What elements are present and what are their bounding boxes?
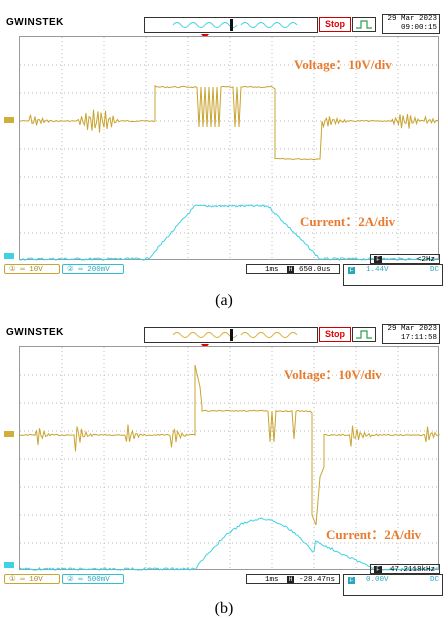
timebase-box[interactable]: 1ms H -28.47ns — [246, 574, 340, 584]
brand-logo: GWINSTEK — [6, 327, 64, 338]
scope-bottom-bar: ① ═ 10V ② ═ 500mV 1ms H -28.47ns F 47.21… — [0, 564, 448, 596]
scope-screen-b: GWINSTEK Stop 29 Mar 2023 17:11:58 Volta… — [0, 322, 448, 596]
trigger-level-value: 0.00V — [366, 576, 389, 584]
waveform-plot — [20, 37, 440, 261]
frequency-icon: F — [374, 566, 382, 573]
frequency-box: F 47.2118kHz — [370, 564, 440, 574]
time-text: 17:11:58 — [400, 334, 437, 342]
stop-button[interactable]: Stop — [319, 327, 351, 342]
ch1-scale-value: 10V — [29, 576, 43, 584]
datetime-display: 29 Mar 2023 09:00:15 — [382, 14, 440, 34]
ch1-scale-box[interactable]: ① ═ 10V — [4, 574, 60, 584]
ch2-scale-value: 500mV — [87, 576, 110, 584]
time-offset-value: 650.0us — [299, 266, 331, 274]
brand-logo: GWINSTEK — [6, 17, 64, 28]
memory-timeline[interactable] — [144, 327, 318, 343]
ch1-scale-box[interactable]: ① ═ 10V — [4, 264, 60, 274]
time-div-value: 1ms — [265, 576, 279, 584]
ch2-ground-marker — [4, 562, 14, 568]
pulse-icon — [356, 20, 372, 29]
voltage-label: Voltage：10V/div — [294, 57, 392, 72]
trigger-mode-button[interactable] — [352, 327, 376, 342]
waveform-grid[interactable] — [19, 36, 440, 261]
trigger-box[interactable]: F 0.00V DC — [343, 574, 443, 596]
stop-button[interactable]: Stop — [319, 17, 351, 32]
ch2-ground-marker — [4, 253, 14, 259]
ch2-scale-value: 200mV — [87, 266, 110, 274]
ch2-scale-box[interactable]: ② ═ 200mV — [62, 264, 124, 274]
caption-b: (b) — [214, 600, 234, 617]
current-label: Current：2A/div — [300, 214, 396, 229]
ch1-ground-marker — [4, 431, 14, 437]
pulse-icon — [356, 330, 372, 339]
scope-screen-a: GWINSTEK Stop 29 Mar 2023 09:00:15 Volta… — [0, 12, 448, 286]
scope-top-bar: GWINSTEK Stop 29 Mar 2023 17:11:58 — [0, 322, 448, 349]
date-text: 29 Mar 2023 — [387, 15, 437, 23]
coupling-value: DC — [429, 266, 439, 274]
trigger-box[interactable]: F 1.44V DC — [343, 264, 443, 286]
caption-a: (a) — [215, 292, 233, 309]
scope-bottom-bar: ① ═ 10V ② ═ 200mV 1ms H 650.0us F <2Hz F… — [0, 254, 448, 286]
timeline-wave-icon — [172, 329, 298, 341]
memory-timeline[interactable] — [144, 17, 318, 33]
ch1-scale-value: 10V — [29, 266, 43, 274]
horizontal-icon: H — [287, 266, 294, 273]
trigger-icon: F — [348, 577, 355, 584]
time-div-value: 1ms — [265, 266, 279, 274]
time-text: 09:00:15 — [400, 24, 437, 32]
frequency-value: <2Hz — [416, 256, 435, 264]
trigger-level-value: 1.44V — [366, 266, 389, 274]
datetime-display: 29 Mar 2023 17:11:58 — [382, 324, 440, 344]
current-label: Current：2A/div — [326, 527, 422, 542]
trigger-icon: F — [348, 267, 355, 274]
waveform-grid[interactable] — [19, 346, 440, 571]
ch1-ground-marker — [4, 117, 14, 123]
date-text: 29 Mar 2023 — [387, 325, 437, 333]
frequency-icon: F — [374, 256, 382, 263]
timeline-wave-icon — [172, 19, 298, 31]
trigger-mode-button[interactable] — [352, 17, 376, 32]
ch2-scale-box[interactable]: ② ═ 500mV — [62, 574, 124, 584]
timebase-box[interactable]: 1ms H 650.0us — [246, 264, 340, 274]
scope-top-bar: GWINSTEK Stop 29 Mar 2023 09:00:15 — [0, 12, 448, 39]
waveform-plot — [20, 347, 440, 571]
horizontal-icon: H — [287, 576, 294, 583]
frequency-box: F <2Hz — [370, 254, 440, 264]
frequency-value: 47.2118kHz — [389, 566, 435, 574]
coupling-value: DC — [429, 576, 439, 584]
voltage-label: Voltage：10V/div — [284, 367, 382, 382]
time-offset-value: -28.47ns — [299, 576, 336, 584]
